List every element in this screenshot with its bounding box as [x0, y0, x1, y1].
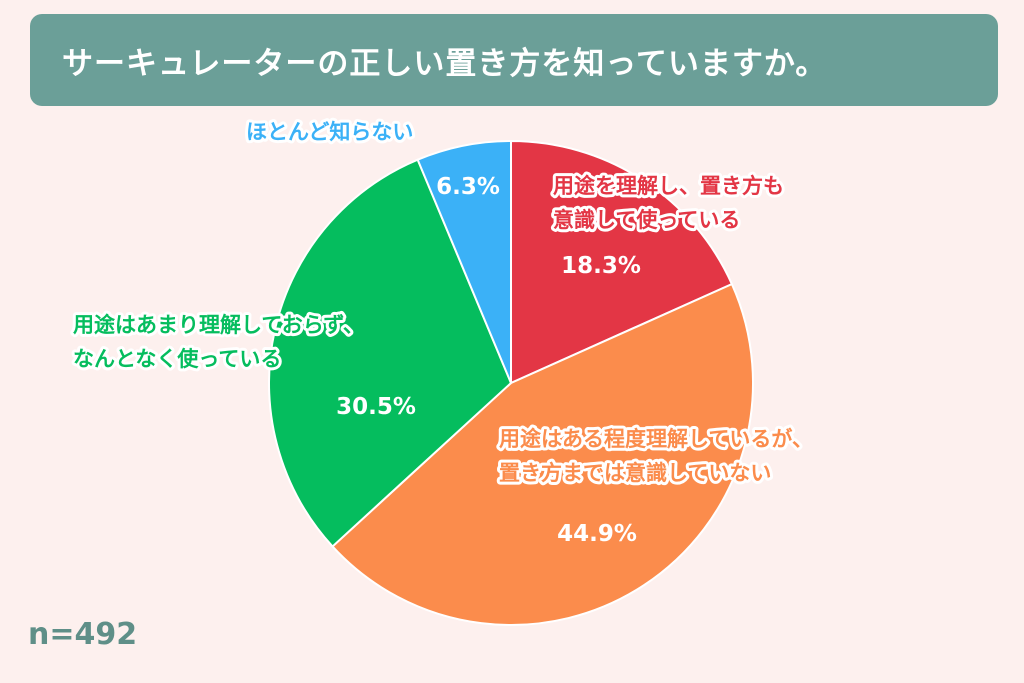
- title-banner: サーキュレーターの正しい置き方を知っていますか。: [30, 14, 998, 106]
- slice-value-3: 30.5%: [336, 394, 416, 420]
- pie-slice-2: [331, 282, 754, 626]
- slice-label-2-line-1: 用途はある程度理解しているが、: [499, 427, 813, 451]
- slice-label-1-line-1: 用途を理解し、置き方も: [553, 174, 784, 198]
- slice-label-3-line-2: なんとなく使っている: [73, 347, 281, 371]
- pie-slice-4: [416, 139, 512, 384]
- slice-label-3-line-1: 用途はあまり理解しておらず、: [73, 313, 364, 337]
- slice-value-1: 18.3%: [561, 253, 641, 279]
- slice-label-2-line-2: 置き方までは意識していない: [499, 461, 771, 485]
- chart-title: サーキュレーターの正しい置き方を知っていますか。: [62, 45, 828, 82]
- pie-slice-3: [268, 158, 513, 548]
- slice-label-1-line-2: 意識して使っている: [553, 208, 740, 232]
- sample-size: n=492: [28, 617, 138, 652]
- slice-value-4: 6.3%: [436, 174, 500, 200]
- slice-label-4-line-1: ほとんど知らない: [246, 120, 413, 144]
- pie-slice-1: [510, 139, 734, 385]
- slice-value-2: 44.9%: [557, 521, 637, 547]
